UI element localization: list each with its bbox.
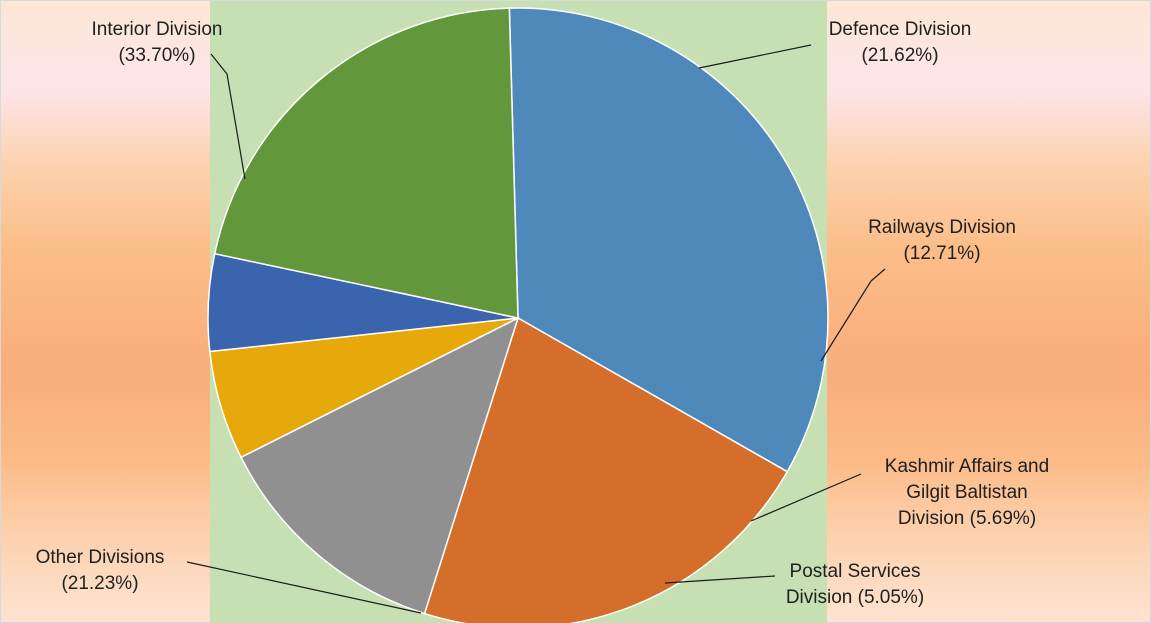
leader-line-postal bbox=[664, 575, 776, 584]
leader-line-railways bbox=[820, 268, 886, 362]
label-interior-name: Interior Division bbox=[91, 19, 223, 40]
label-postal-line2: Division (5.05%) bbox=[785, 587, 925, 608]
leader-line-other bbox=[186, 561, 422, 614]
leader-lines bbox=[186, 44, 886, 614]
label-defence-name: Defence Division bbox=[828, 19, 972, 40]
label-kashmir-line2: Gilgit Baltistan bbox=[906, 482, 1028, 503]
leader-line-interior bbox=[210, 53, 246, 180]
data-label-other: Other Divisions (21.23%) bbox=[15, 545, 185, 597]
pie-slices bbox=[207, 7, 829, 623]
pie-slice-railways-division bbox=[240, 316, 520, 615]
pie-slice-defence-division bbox=[423, 316, 789, 623]
label-postal-line1: Postal Services bbox=[789, 561, 921, 582]
label-kashmir-line3: Division (5.69%) bbox=[897, 508, 1037, 529]
data-label-postal: Postal Services Division (5.05%) bbox=[767, 559, 943, 611]
pie-slice-other-divisions bbox=[213, 7, 519, 319]
label-other-value: (21.23%) bbox=[61, 573, 139, 594]
label-railways-name: Railways Division bbox=[868, 217, 1016, 238]
label-interior-value: (33.70%) bbox=[118, 45, 196, 66]
data-label-defence: Defence Division (21.62%) bbox=[807, 17, 993, 69]
label-railways-value: (12.71%) bbox=[903, 243, 981, 264]
label-other-name: Other Divisions bbox=[35, 547, 165, 568]
leader-line-kashmir bbox=[750, 473, 862, 522]
label-defence-value: (21.62%) bbox=[861, 45, 939, 66]
data-label-railways: Railways Division (12.71%) bbox=[847, 215, 1037, 267]
label-kashmir-line1: Kashmir Affairs and bbox=[884, 456, 1050, 477]
data-label-interior: Interior Division (33.70%) bbox=[69, 17, 245, 69]
data-label-kashmir: Kashmir Affairs and Gilgit Baltistan Div… bbox=[857, 454, 1077, 532]
leader-line-defence bbox=[698, 44, 812, 69]
pie-slice-interior-division bbox=[508, 7, 829, 473]
